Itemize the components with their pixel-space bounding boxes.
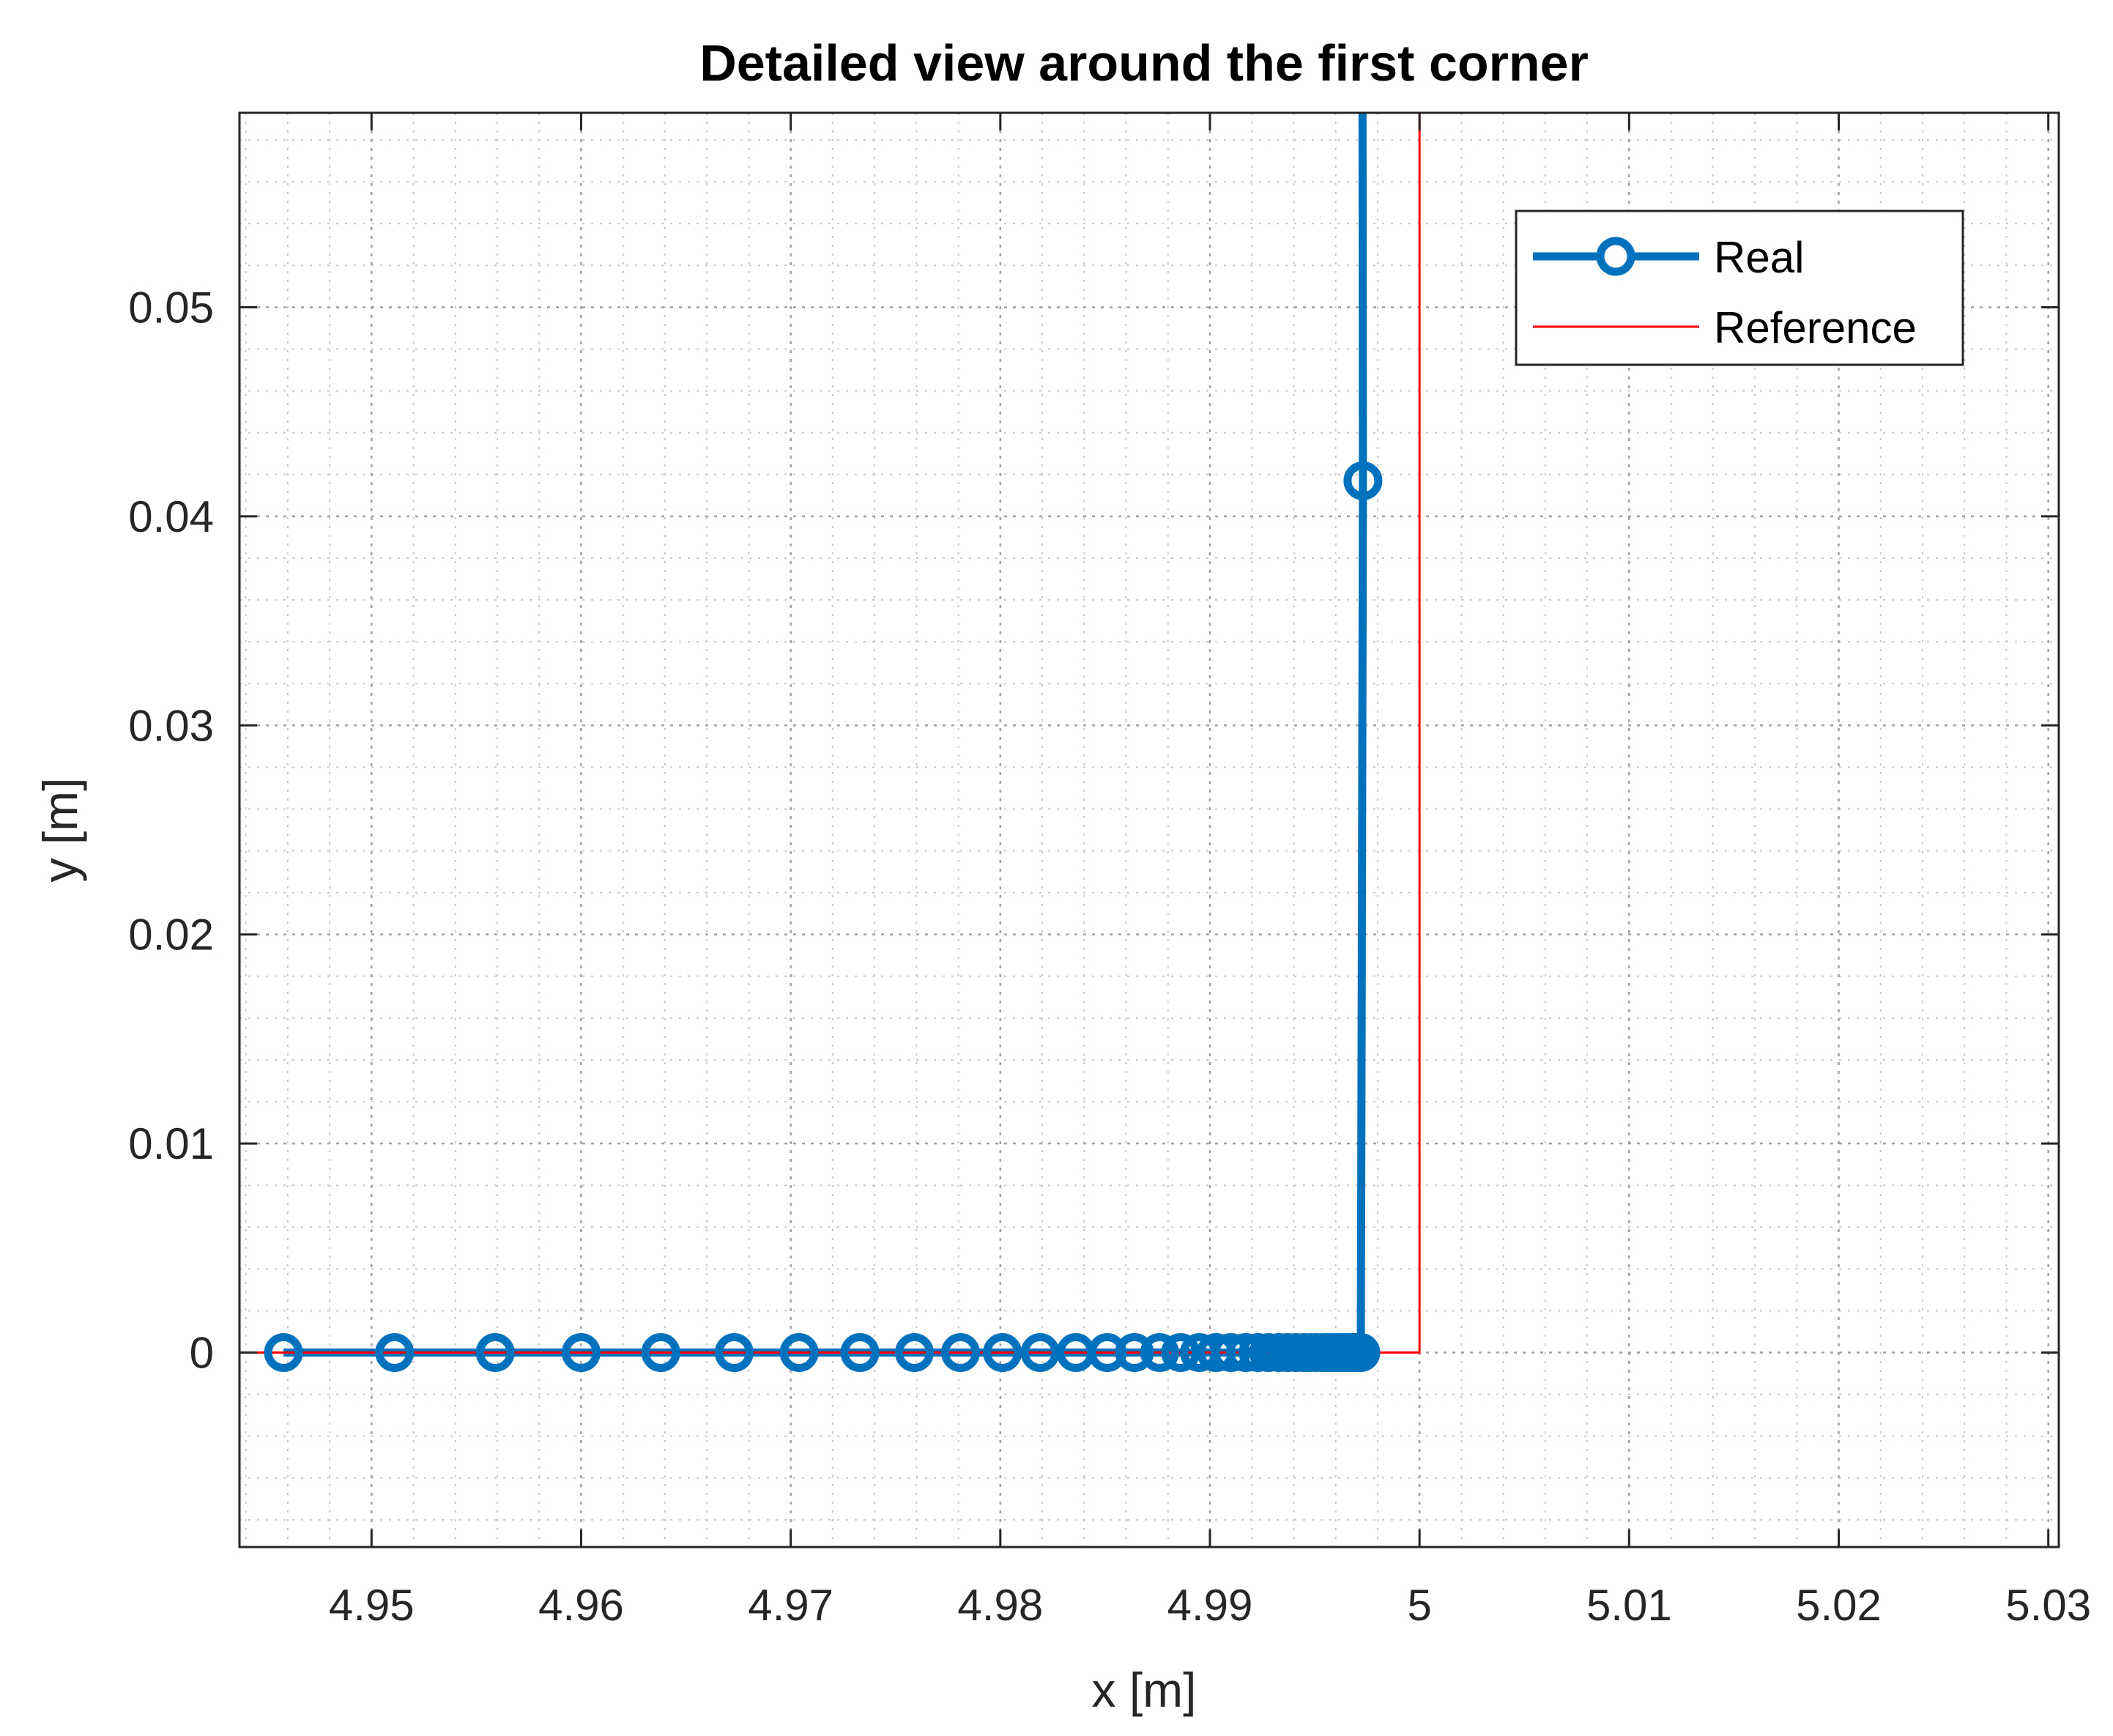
x-tick-labels: 4.95 4.96 4.97 4.98 4.99 5 5.01 5.02 5.03 xyxy=(329,1581,2091,1630)
x-tick-label: 5.01 xyxy=(1586,1581,1672,1630)
real-series-marker xyxy=(375,1333,415,1373)
x-tick-label: 5.02 xyxy=(1796,1581,1882,1630)
y-tick-label: 0.02 xyxy=(128,910,214,960)
real-series-marker xyxy=(264,1333,303,1373)
real-series-marker xyxy=(714,1333,754,1373)
x-tick-label: 4.95 xyxy=(329,1581,415,1630)
legend-real-marker xyxy=(1596,237,1635,276)
real-series-marker xyxy=(1140,1333,1179,1373)
x-tick-label: 4.96 xyxy=(538,1581,624,1630)
x-tick-label: 4.97 xyxy=(748,1581,833,1630)
y-tick-label: 0.05 xyxy=(128,283,214,332)
x-axis-label: x [m] xyxy=(1092,1663,1197,1717)
real-series-marker xyxy=(983,1333,1022,1373)
real-series-marker xyxy=(1115,1333,1154,1373)
real-series-marker xyxy=(641,1333,680,1373)
real-series-marker xyxy=(561,1333,601,1373)
x-tick-label: 4.98 xyxy=(957,1581,1043,1630)
legend: Real Reference xyxy=(1515,209,1964,366)
y-tick-label: 0.03 xyxy=(128,701,214,750)
y-axis-label: y [m] xyxy=(33,778,87,883)
x-tick-label: 4.99 xyxy=(1167,1581,1253,1630)
real-series-marker xyxy=(1341,1333,1381,1373)
y-tick-label: 0.04 xyxy=(128,492,214,541)
axes-box xyxy=(238,111,2060,1548)
chart-title: Detailed view around the first corner xyxy=(699,34,1589,92)
series-layer xyxy=(239,112,1421,1373)
real-series-marker xyxy=(1020,1333,1060,1373)
real-series-marker xyxy=(894,1333,934,1373)
real-series-marker xyxy=(1343,461,1383,500)
tick-marks xyxy=(239,113,2059,1547)
legend-real-label: Real xyxy=(1714,233,1804,282)
reference-series-line xyxy=(239,113,1421,1354)
real-series-marker xyxy=(840,1333,880,1373)
real-series-marker xyxy=(940,1333,980,1373)
y-tick-labels: 0 0.01 0.02 0.03 0.04 0.05 xyxy=(128,283,214,1377)
y-tick-label: 0.01 xyxy=(128,1119,214,1168)
real-series-marker xyxy=(779,1333,819,1373)
real-series-marker xyxy=(475,1333,515,1373)
x-tick-label: 5.03 xyxy=(2005,1581,2091,1630)
legend-reference-label: Reference xyxy=(1714,303,1917,352)
legend-box xyxy=(1515,209,1964,366)
real-series-marker xyxy=(1161,1333,1200,1373)
y-tick-label: 0 xyxy=(190,1329,214,1378)
x-tick-label: 5 xyxy=(1407,1581,1431,1630)
